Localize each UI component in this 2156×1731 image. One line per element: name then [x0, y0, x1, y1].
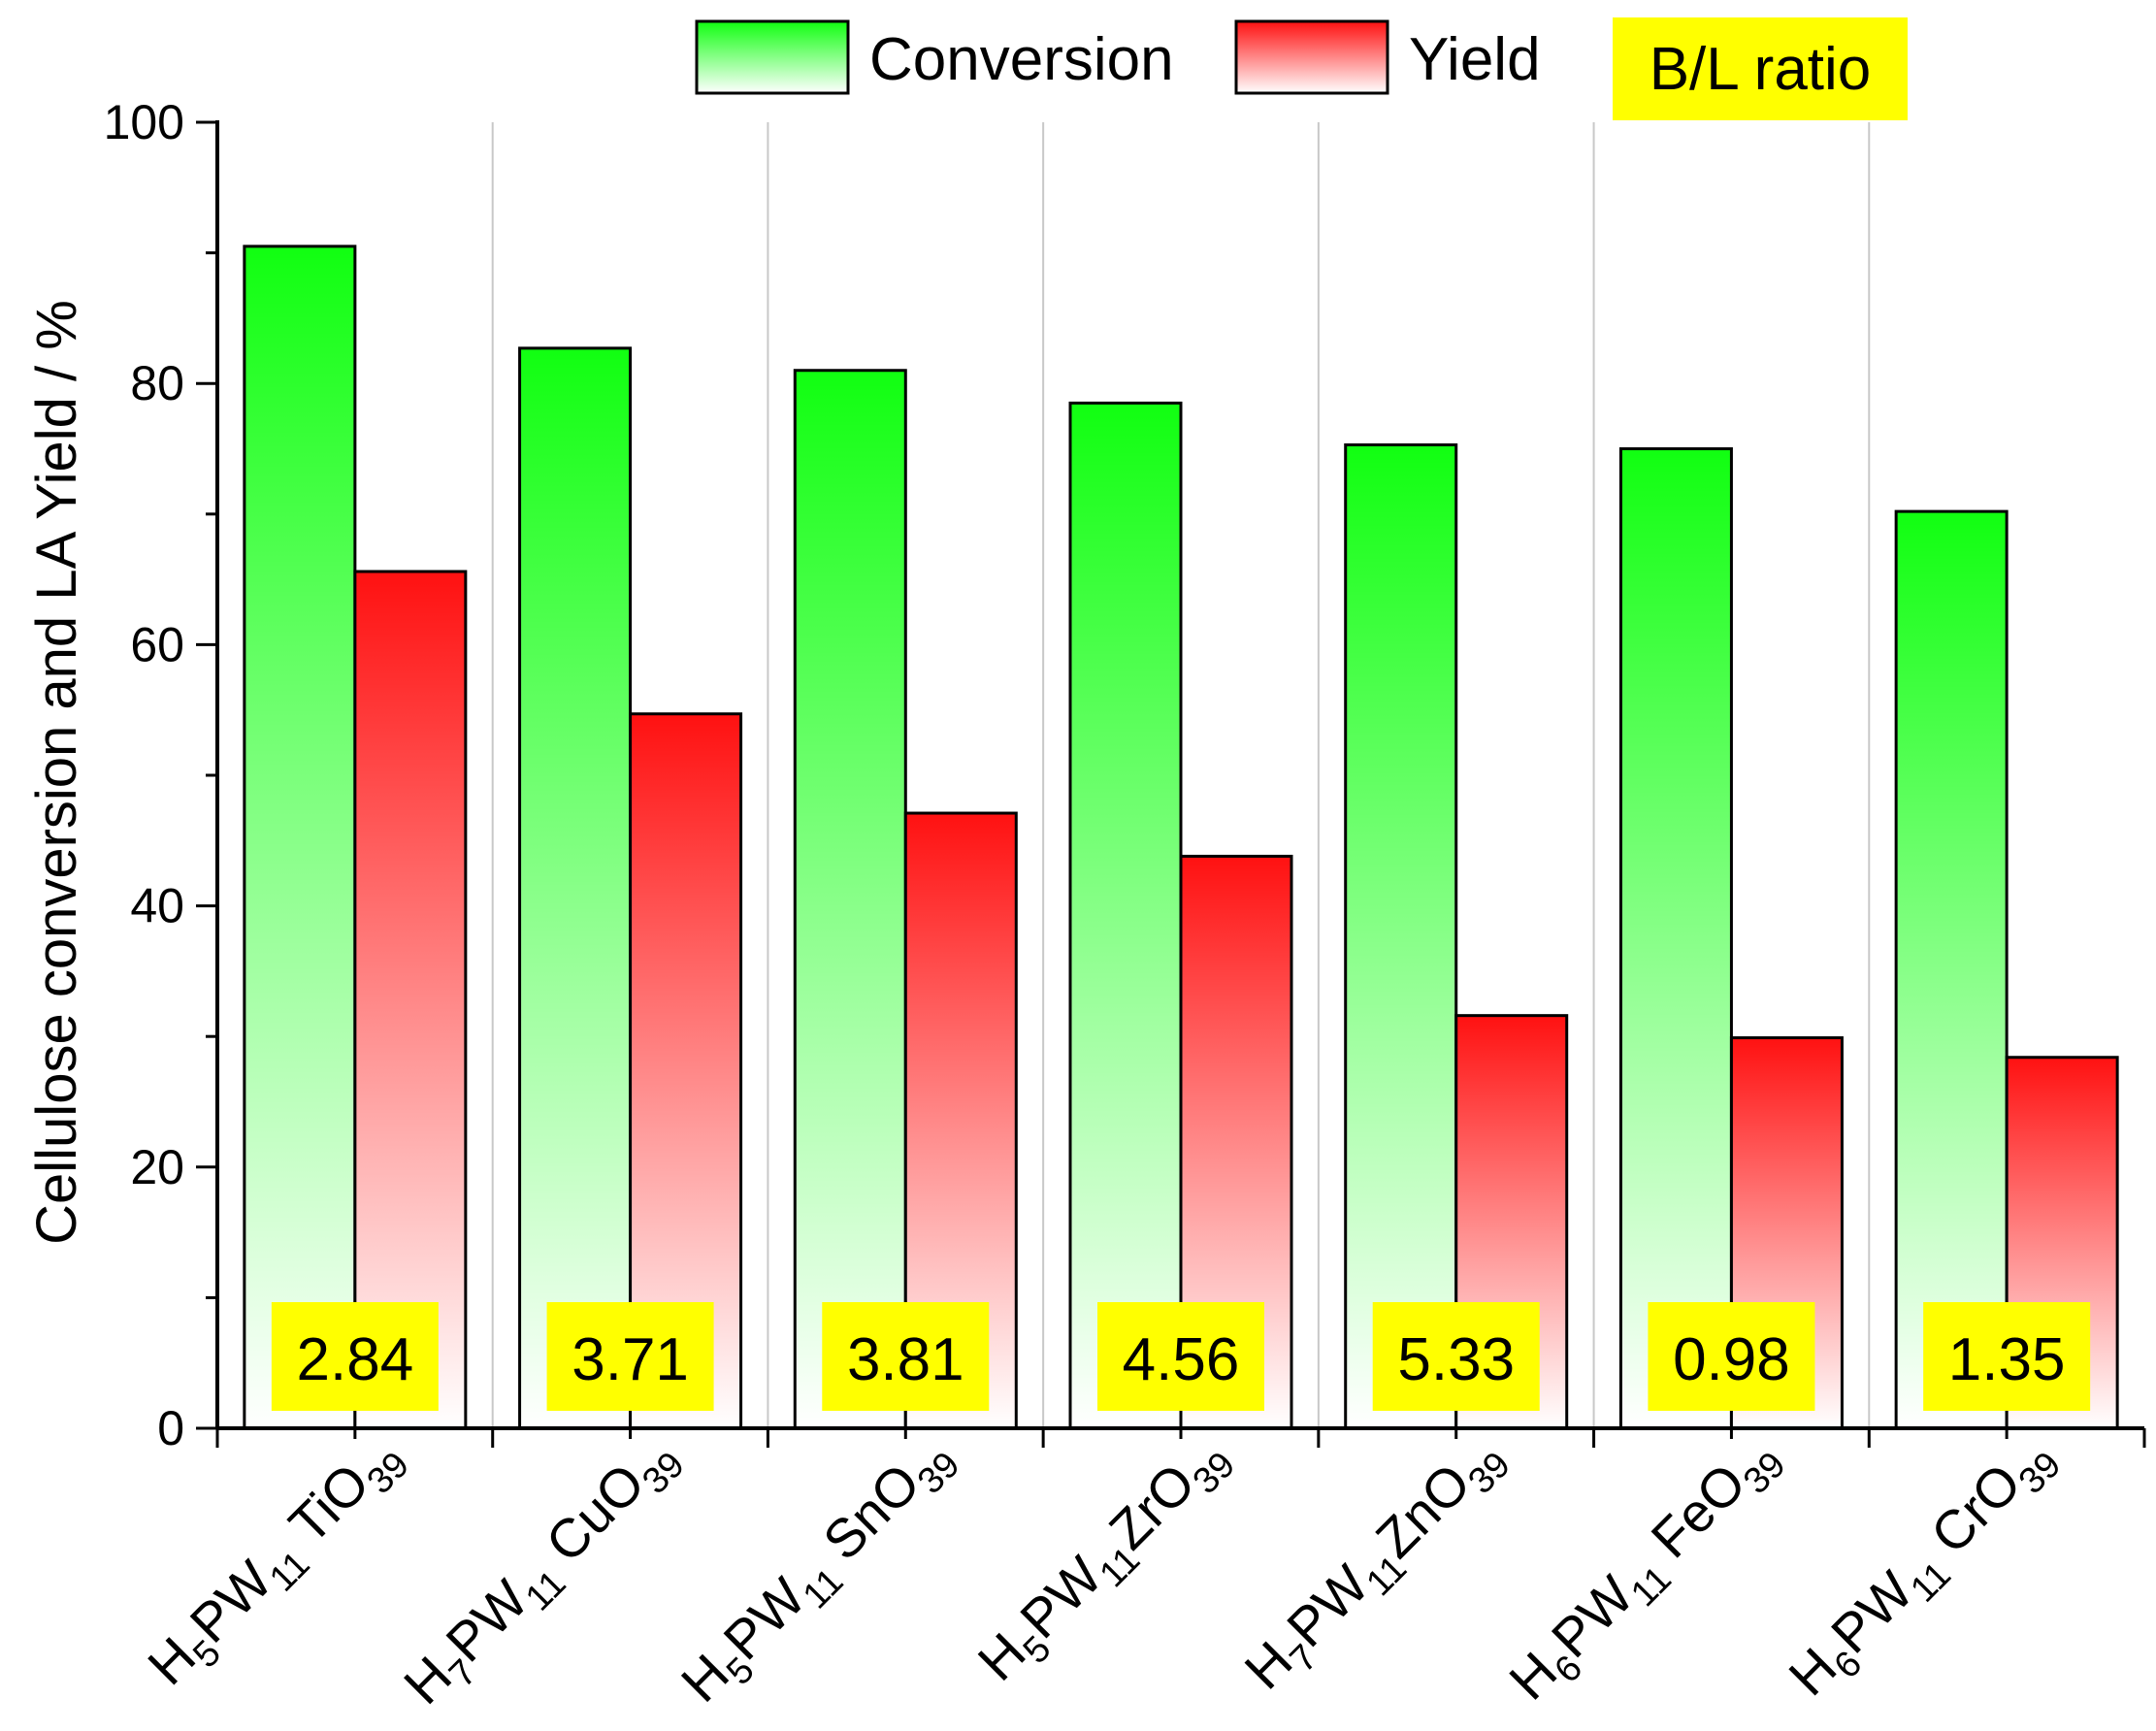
bar-conversion-4	[1068, 401, 1183, 1430]
y-axis-label: Cellulose conversion and LA Yield / %	[25, 300, 88, 1245]
bl-ratio-value: 3.71	[572, 1326, 689, 1393]
bl-ratio-legend-box	[1613, 17, 1908, 120]
bar-conversion-7	[1894, 509, 2009, 1430]
bar-conversion-2	[518, 346, 633, 1430]
bar-conversion-5	[1344, 442, 1458, 1430]
bl-ratio-label-6: 0.98	[1648, 1302, 1815, 1411]
legend-label-yield: Yield	[1409, 26, 1541, 93]
bl-ratio-value: 4.56	[1123, 1326, 1240, 1393]
bl-ratio-box	[271, 1302, 439, 1411]
bl-ratio-label-4: 4.56	[1097, 1302, 1264, 1411]
category-label-6: H6PW11 FeO39	[1497, 1422, 1793, 1718]
legend-swatch-yield	[1234, 19, 1389, 95]
bl-ratio-value: 1.35	[1948, 1326, 2066, 1393]
y-tick-label: 0	[157, 1401, 184, 1455]
bar-conversion-3	[793, 369, 907, 1430]
bl-ratio-legend-label: B/L ratio	[1650, 36, 1872, 103]
y-tick-label: 20	[130, 1140, 184, 1194]
bl-ratio-value: 2.84	[297, 1326, 414, 1393]
bar-conversion-1	[243, 245, 357, 1430]
bl-ratio-value: 3.81	[847, 1326, 964, 1393]
bars	[243, 245, 2119, 1430]
y-tick-label: 100	[104, 95, 184, 149]
bl-ratio-box	[822, 1302, 990, 1411]
y-tick-label: 60	[130, 617, 184, 671]
bl-ratio-box	[1097, 1302, 1264, 1411]
legend-label-conversion: Conversion	[869, 26, 1174, 93]
bl-ratio-labels: 2.84 3.71 3.81 4.56 5.33 0.98 1.35	[271, 1302, 2091, 1411]
bar-conversion-6	[1618, 447, 1733, 1430]
legend: Conversion Yield B/L ratio	[695, 17, 1908, 120]
category-label-7: H6PW11 CrO39	[1777, 1422, 2069, 1715]
category-label-4: H5PW11ZrO39	[966, 1422, 1244, 1700]
bl-ratio-box	[1923, 1302, 2091, 1411]
bl-ratio-box	[1648, 1302, 1815, 1411]
bl-ratio-box	[546, 1302, 714, 1411]
bl-ratio-label-7: 1.35	[1923, 1302, 2091, 1411]
category-label-2: H7PW11 CuO39	[392, 1422, 693, 1723]
y-tick-label: 40	[130, 879, 184, 933]
bl-ratio-label-1: 2.84	[271, 1302, 439, 1411]
bl-ratio-value: 0.98	[1673, 1326, 1790, 1393]
legend-swatch-conversion	[695, 19, 850, 95]
bar-yield-1	[353, 570, 468, 1430]
category-label-3: H5PW11 SnO39	[670, 1422, 968, 1721]
bl-ratio-label-3: 3.81	[822, 1302, 990, 1411]
bl-ratio-value: 5.33	[1397, 1326, 1515, 1393]
y-tick-label: 80	[130, 356, 184, 410]
axes: 0 20 40 60 80 100	[104, 95, 2146, 1455]
bl-ratio-label-2: 3.71	[546, 1302, 714, 1411]
bl-ratio-box	[1372, 1302, 1540, 1411]
category-label-1: H5PW11 TiO39	[136, 1422, 417, 1704]
bl-ratio-label-5: 5.33	[1372, 1302, 1540, 1411]
grid-lines	[491, 122, 1871, 1428]
category-label-5: H7PW11ZnO39	[1232, 1422, 1518, 1708]
